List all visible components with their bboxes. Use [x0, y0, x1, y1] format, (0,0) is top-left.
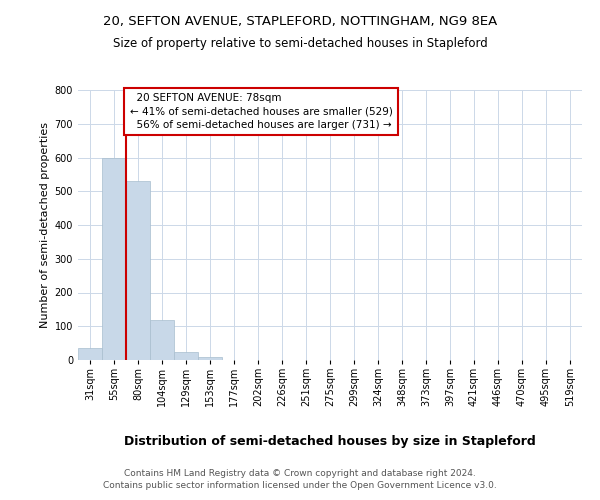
Bar: [150, 320, 174, 360]
Bar: [102, 158, 126, 360]
Text: Contains HM Land Registry data © Crown copyright and database right 2024.
Contai: Contains HM Land Registry data © Crown c…: [103, 468, 497, 490]
Bar: [78, 348, 102, 360]
Y-axis label: Number of semi-detached properties: Number of semi-detached properties: [40, 122, 50, 328]
Text: Size of property relative to semi-detached houses in Stapleford: Size of property relative to semi-detach…: [113, 38, 487, 51]
Text: 20, SEFTON AVENUE, STAPLEFORD, NOTTINGHAM, NG9 8EA: 20, SEFTON AVENUE, STAPLEFORD, NOTTINGHA…: [103, 15, 497, 28]
Text: 20 SEFTON AVENUE: 78sqm
← 41% of semi-detached houses are smaller (529)
  56% of: 20 SEFTON AVENUE: 78sqm ← 41% of semi-de…: [130, 94, 392, 130]
Text: Distribution of semi-detached houses by size in Stapleford: Distribution of semi-detached houses by …: [124, 435, 536, 448]
Bar: [174, 352, 198, 360]
Bar: [198, 356, 222, 360]
Bar: [126, 181, 150, 360]
